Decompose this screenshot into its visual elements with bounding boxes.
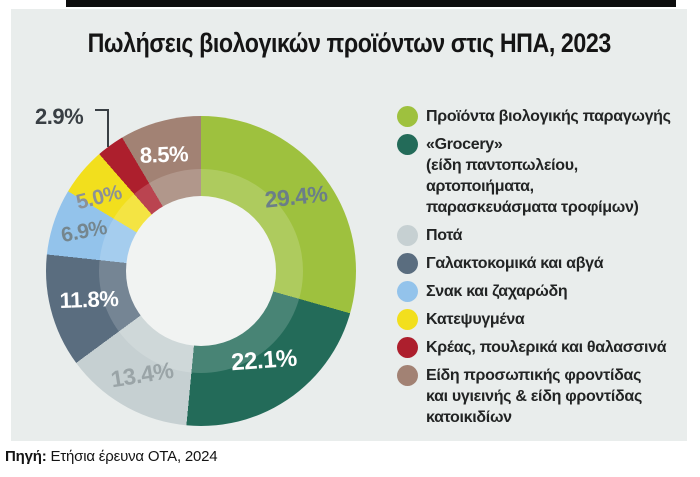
slice-label-grocery: 22.1% (230, 344, 298, 377)
legend-item: Είδη προσωπικής φροντίδας και υγιεινής & … (397, 365, 687, 428)
legend-label: Κρέας, πουλερικά και θαλασσινά (426, 339, 667, 356)
slice-label-dairy: 11.8% (59, 285, 119, 314)
legend-item: Προϊόντα βιολογικής παραγωγής (397, 106, 687, 127)
source-prefix: Πηγή: (5, 448, 47, 465)
source-text: Ετήσια έρευνα ΟΤΑ, 2024 (46, 448, 218, 465)
legend-label: «Grocery» (είδη παντοπωλείου, αρτοποιήματ… (426, 136, 639, 216)
legend-swatch (397, 309, 418, 330)
legend-item: Ποτά (397, 225, 687, 246)
legend-item: Κρέας, πουλερικά και θαλασσινά (397, 337, 687, 358)
legend-label: Γαλακτοκομικά και αβγά (426, 255, 604, 272)
legend-swatch (397, 225, 418, 246)
slice-label-personal-care: 8.5% (139, 141, 189, 168)
chart-title: Πωλήσεις βιολογικών προϊόντων στις ΗΠΑ, … (11, 28, 687, 59)
legend-label: Είδη προσωπικής φροντίδας και υγιεινής & … (426, 367, 642, 426)
legend-label: Σνακ και ζαχαρώδη (426, 283, 568, 300)
source-note: Πηγή: Ετήσια έρευνα ΟΤΑ, 2024 (5, 448, 218, 465)
legend-label: Ποτά (426, 227, 463, 244)
top-rule (66, 0, 676, 7)
donut-chart: 29.4% 22.1% 13.4% 11.8% 6.9% 5.0% 8.5% (46, 116, 356, 426)
legend-swatch (397, 365, 418, 386)
legend-swatch (397, 253, 418, 274)
legend-label: Προϊόντα βιολογικής παραγωγής (426, 108, 671, 125)
infographic-card: Πωλήσεις βιολογικών προϊόντων στις ΗΠΑ, … (11, 9, 687, 441)
legend-swatch (397, 134, 418, 155)
legend-item: Γαλακτοκομικά και αβγά (397, 253, 687, 274)
legend-item: «Grocery» (είδη παντοπωλείου, αρτοποιήματ… (397, 134, 687, 218)
legend-swatch (397, 106, 418, 127)
legend-label: Κατεψυγμένα (426, 311, 525, 328)
legend-item: Σνακ και ζαχαρώδη (397, 281, 687, 302)
donut-hole (126, 196, 276, 346)
chart-title-text: Πωλήσεις βιολογικών προϊόντων στις ΗΠΑ, … (87, 28, 611, 58)
legend: Προϊόντα βιολογικής παραγωγής «Grocery» (ε… (397, 106, 687, 428)
legend-swatch (397, 337, 418, 358)
callout-leader-horizontal (95, 109, 109, 111)
legend-item: Κατεψυγμένα (397, 309, 687, 330)
callout-leader-vertical (107, 109, 109, 147)
slice-label-meat-callout: 2.9% (35, 104, 84, 129)
legend-swatch (397, 281, 418, 302)
